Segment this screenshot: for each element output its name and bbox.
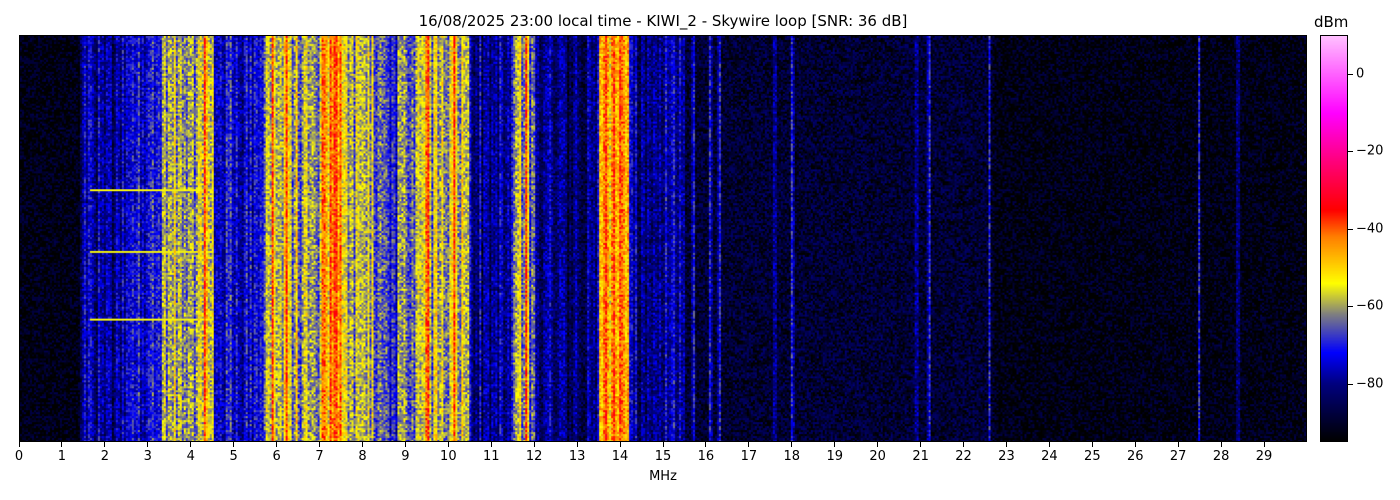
x-tick [877, 442, 879, 447]
x-tick [533, 442, 535, 447]
x-tick-label: 10 [440, 449, 457, 464]
x-tick [1263, 442, 1265, 447]
colorbar-tick [1348, 73, 1353, 75]
colorbar [1320, 35, 1348, 442]
x-tick-label: 29 [1255, 449, 1273, 464]
x-tick [404, 442, 406, 447]
x-tick [1091, 442, 1093, 447]
x-tick [190, 442, 192, 447]
spectrogram-heatmap [20, 36, 1306, 441]
spectrogram-plot-area [19, 35, 1307, 442]
colorbar-tick-label: −80 [1356, 376, 1384, 392]
x-tick-label: 21 [912, 449, 929, 464]
x-tick-label: 25 [1084, 449, 1101, 464]
x-tick [104, 442, 106, 447]
x-tick-label: 2 [100, 449, 109, 464]
x-tick-label: 11 [482, 449, 500, 464]
x-tick [834, 442, 836, 447]
x-tick-label: 22 [955, 449, 972, 464]
x-tick-label: 8 [358, 449, 367, 464]
x-tick [920, 442, 922, 447]
x-tick-label: 1 [57, 449, 67, 464]
x-tick [1048, 442, 1050, 447]
x-tick [147, 442, 149, 447]
x-tick [705, 442, 707, 447]
x-tick [963, 442, 965, 447]
colorbar-tick-label: −40 [1356, 221, 1384, 237]
chart-title: 16/08/2025 23:00 local time - KIWI_2 - S… [418, 12, 908, 30]
x-tick [1220, 442, 1222, 447]
x-tick-label: 27 [1169, 449, 1187, 464]
x-tick-label: 9 [401, 449, 410, 464]
x-tick-label: 18 [783, 449, 801, 464]
x-tick-label: 15 [654, 449, 672, 464]
x-tick-label: 26 [1126, 449, 1144, 464]
x-tick-label: 13 [568, 449, 586, 464]
x-tick [18, 442, 20, 447]
x-tick-label: 5 [229, 449, 238, 464]
x-tick-label: 19 [826, 449, 843, 464]
x-tick-label: 0 [14, 449, 24, 464]
x-tick [61, 442, 63, 447]
colorbar-label: dBm [1314, 13, 1349, 31]
colorbar-tick-label: −60 [1356, 298, 1384, 314]
x-tick-label: 7 [315, 449, 324, 464]
colorbar-tick-label: 0 [1356, 66, 1365, 82]
x-tick-label: 14 [611, 449, 629, 464]
x-axis-label: MHz [649, 469, 677, 484]
x-tick-label: 23 [998, 449, 1015, 464]
x-tick-label: 4 [186, 449, 195, 464]
x-tick [748, 442, 750, 447]
x-tick-label: 16 [697, 449, 715, 464]
x-tick [662, 442, 664, 447]
colorbar-tick [1348, 228, 1353, 230]
x-tick [361, 442, 363, 447]
x-tick [233, 442, 235, 447]
x-tick [490, 442, 492, 447]
x-tick [276, 442, 278, 447]
x-tick [1134, 442, 1136, 447]
x-tick [1005, 442, 1007, 447]
x-tick [791, 442, 793, 447]
colorbar-gradient [1321, 36, 1347, 441]
x-tick-label: 20 [869, 449, 886, 464]
x-tick-label: 28 [1212, 449, 1230, 464]
x-tick [576, 442, 578, 447]
x-tick-label: 17 [740, 449, 758, 464]
x-tick-label: 3 [143, 449, 152, 464]
x-tick [319, 442, 321, 447]
x-tick [619, 442, 621, 447]
x-tick-label: 24 [1041, 449, 1058, 464]
x-tick-label: 6 [272, 449, 281, 464]
x-tick [447, 442, 449, 447]
colorbar-tick-label: −20 [1356, 143, 1384, 159]
x-tick-label: 12 [525, 449, 543, 464]
x-tick [1177, 442, 1179, 447]
colorbar-tick [1348, 151, 1353, 153]
colorbar-tick [1348, 306, 1353, 308]
colorbar-tick [1348, 383, 1353, 385]
